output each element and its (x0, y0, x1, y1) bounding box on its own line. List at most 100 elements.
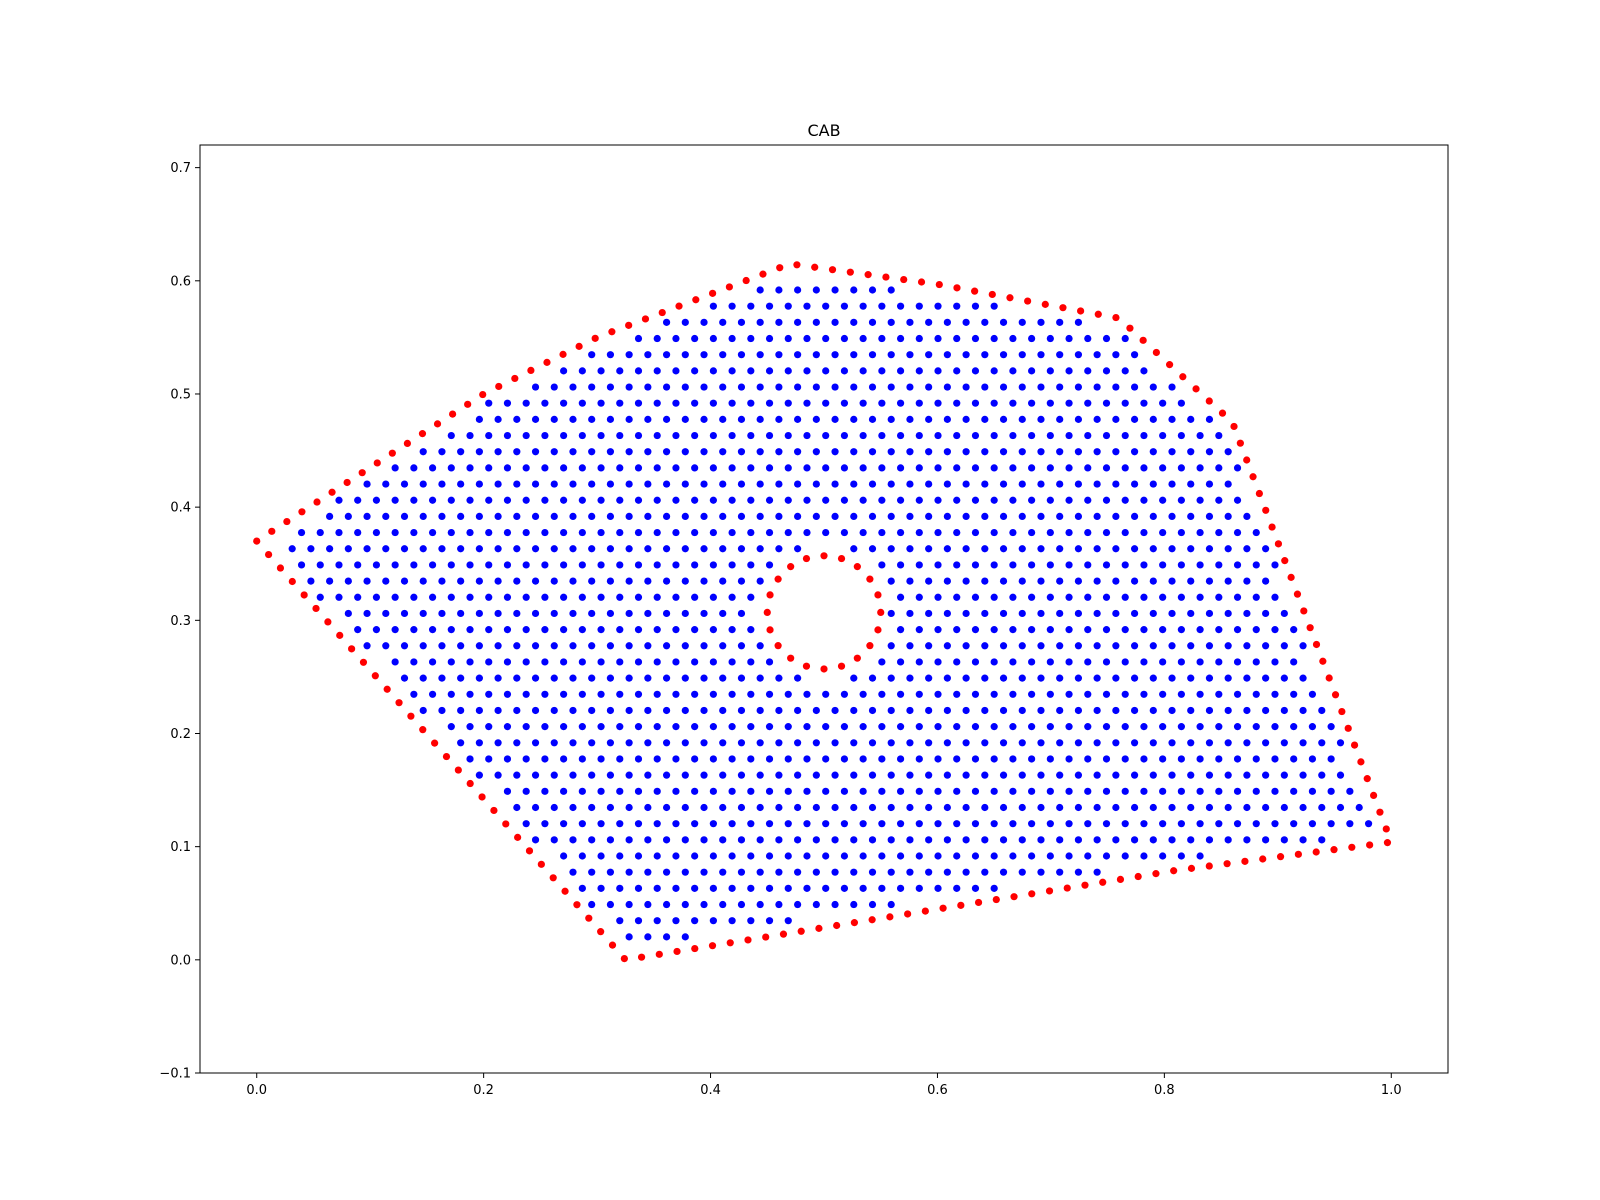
interior-point (971, 431, 980, 440)
interior-point (1074, 577, 1083, 585)
boundary-point (1366, 841, 1374, 849)
boundary-point (1383, 839, 1392, 847)
boundary-point (625, 321, 633, 329)
interior-point (700, 706, 708, 715)
interior-point (653, 528, 661, 537)
interior-point (803, 431, 811, 440)
interior-point (1233, 496, 1242, 504)
interior-point (1009, 561, 1017, 569)
interior-point (765, 334, 774, 343)
interior-point (812, 771, 820, 779)
interior-point (625, 448, 633, 456)
interior-point (400, 642, 409, 650)
interior-point (1177, 820, 1185, 828)
boundary-point (1281, 557, 1289, 565)
interior-point (344, 512, 352, 521)
interior-point (756, 868, 764, 876)
interior-point (560, 367, 568, 375)
boundary-point (1045, 887, 1054, 895)
interior-point (1009, 496, 1017, 504)
interior-point (1065, 593, 1073, 601)
interior-point (1037, 512, 1045, 521)
interior-point (606, 803, 615, 812)
interior-point (634, 528, 643, 537)
interior-point (625, 545, 633, 553)
interior-point (775, 706, 783, 715)
interior-point (634, 690, 643, 698)
interior-point (728, 593, 736, 601)
interior-point (1037, 577, 1045, 585)
boundary-point (637, 953, 646, 961)
interior-point (578, 431, 586, 440)
interior-point (896, 561, 905, 569)
interior-point (719, 771, 727, 779)
interior-point (457, 480, 465, 488)
interior-point (625, 512, 633, 521)
interior-point (428, 464, 437, 472)
interior-point (644, 351, 652, 359)
interior-point (906, 836, 914, 844)
boundary-point (1249, 473, 1257, 481)
interior-point (1065, 334, 1073, 343)
interior-point (925, 318, 933, 326)
interior-point (672, 723, 680, 731)
interior-point (1308, 690, 1317, 698)
interior-point (1046, 593, 1054, 601)
interior-point (363, 577, 371, 585)
interior-point (1187, 836, 1195, 844)
interior-point (896, 367, 905, 375)
interior-point (447, 431, 455, 440)
interior-point (1140, 626, 1148, 634)
interior-point (765, 690, 774, 698)
interior-point (700, 803, 708, 812)
interior-point (878, 561, 886, 569)
interior-point (794, 868, 802, 876)
interior-point (943, 771, 951, 779)
interior-point (765, 755, 774, 763)
interior-point (1037, 351, 1045, 359)
boundary-point (324, 618, 332, 626)
interior-point (1121, 820, 1129, 828)
interior-point (1056, 803, 1064, 812)
interior-point (644, 448, 652, 456)
interior-point (560, 593, 568, 601)
interior-point (887, 609, 895, 618)
interior-point (1037, 318, 1045, 326)
boundary-point (811, 263, 819, 271)
interior-point (1037, 609, 1045, 618)
interior-point (887, 739, 895, 747)
interior-point (709, 690, 717, 698)
interior-point (868, 674, 877, 682)
interior-point (438, 577, 446, 585)
interior-point (850, 480, 858, 488)
interior-point (915, 496, 923, 504)
interior-point (653, 723, 661, 731)
interior-point (503, 626, 512, 634)
interior-point (597, 431, 605, 440)
boundary-point (348, 645, 356, 653)
interior-point (971, 787, 980, 795)
interior-point (784, 755, 792, 763)
interior-point (1112, 642, 1120, 650)
interior-point (1149, 448, 1157, 456)
interior-point (606, 868, 615, 876)
interior-point (747, 367, 755, 375)
interior-point (503, 496, 512, 504)
interior-point (1215, 528, 1223, 537)
interior-point (775, 674, 783, 682)
interior-point (990, 399, 998, 407)
interior-point (672, 820, 680, 828)
interior-point (999, 739, 1008, 747)
interior-point (850, 706, 858, 715)
interior-point (1018, 868, 1026, 876)
interior-point (794, 771, 802, 779)
interior-point (831, 868, 839, 876)
interior-point (606, 415, 615, 423)
interior-point (1187, 480, 1195, 488)
interior-point (531, 545, 540, 553)
interior-point (1215, 431, 1223, 440)
interior-point (915, 658, 923, 666)
interior-point (803, 367, 811, 375)
interior-point (1168, 674, 1176, 682)
interior-point (915, 852, 923, 860)
